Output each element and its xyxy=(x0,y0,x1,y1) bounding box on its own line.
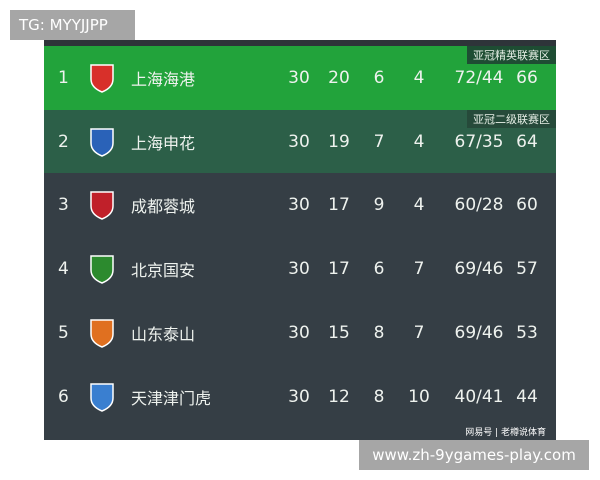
stat-d: 9 xyxy=(373,195,385,215)
zone-label: 亚冠精英联赛区 xyxy=(467,46,556,64)
stat-p: 30 xyxy=(288,68,310,88)
table-top-bar xyxy=(44,40,556,46)
rank: 2 xyxy=(58,131,69,152)
stat-pts: 64 xyxy=(516,131,538,152)
team-name: 上海申花 xyxy=(131,133,196,153)
stat-w: 12 xyxy=(328,387,350,407)
stat-p: 30 xyxy=(288,259,310,279)
team-name: 天津津门虎 xyxy=(131,389,212,408)
rank: 3 xyxy=(58,195,69,215)
stat-gd: 72/44 xyxy=(454,68,504,88)
team-logo-icon xyxy=(88,126,116,158)
stat-d: 8 xyxy=(373,323,385,343)
team-name: 成都蓉城 xyxy=(131,197,196,216)
stat-l: 4 xyxy=(413,68,425,88)
table-row[interactable]: 4 北京国安 30 17 6 7 69/46 57 xyxy=(44,237,556,301)
site-watermark: www.zh-9ygames-play.com xyxy=(359,440,589,470)
rank: 6 xyxy=(58,387,69,407)
stat-w: 20 xyxy=(328,68,350,88)
stat-d: 6 xyxy=(373,259,385,279)
watermark-tag: TG: MYYJJPP xyxy=(10,10,135,40)
team-name: 山东泰山 xyxy=(131,325,196,344)
team-name: 上海海港 xyxy=(131,70,196,89)
stat-w: 17 xyxy=(328,195,350,215)
stat-p: 30 xyxy=(288,323,310,343)
team-name: 北京国安 xyxy=(131,261,196,280)
stat-pts: 57 xyxy=(516,259,538,279)
stat-gd: 67/35 xyxy=(454,131,504,152)
stat-p: 30 xyxy=(288,387,310,407)
stat-pts: 66 xyxy=(516,68,538,88)
stat-l: 7 xyxy=(413,259,425,279)
rank: 5 xyxy=(58,323,69,343)
stat-w: 19 xyxy=(328,131,350,152)
rank: 1 xyxy=(58,68,69,88)
team-logo-icon xyxy=(88,381,116,413)
table-row[interactable]: 2 上海申花 30 19 7 4 67/35 64 亚冠二级联赛区 xyxy=(44,110,556,173)
stat-pts: 53 xyxy=(516,323,538,343)
stat-gd: 69/46 xyxy=(454,323,504,343)
stat-d: 7 xyxy=(373,131,385,152)
stat-l: 4 xyxy=(413,195,425,215)
zone-label: 亚冠二级联赛区 xyxy=(467,110,556,128)
stat-p: 30 xyxy=(288,131,310,152)
stat-gd: 40/41 xyxy=(454,387,504,407)
stat-l: 10 xyxy=(408,387,430,407)
table-row[interactable]: 3 成都蓉城 30 17 9 4 60/28 60 xyxy=(44,173,556,237)
table-row[interactable]: 1 上海海港 30 20 6 4 72/44 66 亚冠精英联赛区 xyxy=(44,46,556,110)
stat-pts: 44 xyxy=(516,387,538,407)
stat-p: 30 xyxy=(288,195,310,215)
team-logo-icon xyxy=(88,189,116,221)
stat-l: 7 xyxy=(413,323,425,343)
standings-table: 1 上海海港 30 20 6 4 72/44 66 亚冠精英联赛区 2 上海申花 30 19 7 4 67… xyxy=(44,40,556,440)
rank: 4 xyxy=(58,259,69,279)
table-row[interactable]: 6 天津津门虎 30 12 8 10 40/41 44 xyxy=(44,365,556,429)
team-logo-icon xyxy=(88,62,116,94)
team-logo-icon xyxy=(88,317,116,349)
stat-d: 8 xyxy=(373,387,385,407)
stat-pts: 60 xyxy=(516,195,538,215)
table-row[interactable]: 5 山东泰山 30 15 8 7 69/46 53 xyxy=(44,301,556,365)
stat-w: 15 xyxy=(328,323,350,343)
stat-w: 17 xyxy=(328,259,350,279)
stat-l: 4 xyxy=(413,131,425,152)
source-credit: 网易号 | 老樽说体育 xyxy=(465,428,546,438)
stat-d: 6 xyxy=(373,68,385,88)
stat-gd: 60/28 xyxy=(454,195,504,215)
team-logo-icon xyxy=(88,253,116,285)
stat-gd: 69/46 xyxy=(454,259,504,279)
